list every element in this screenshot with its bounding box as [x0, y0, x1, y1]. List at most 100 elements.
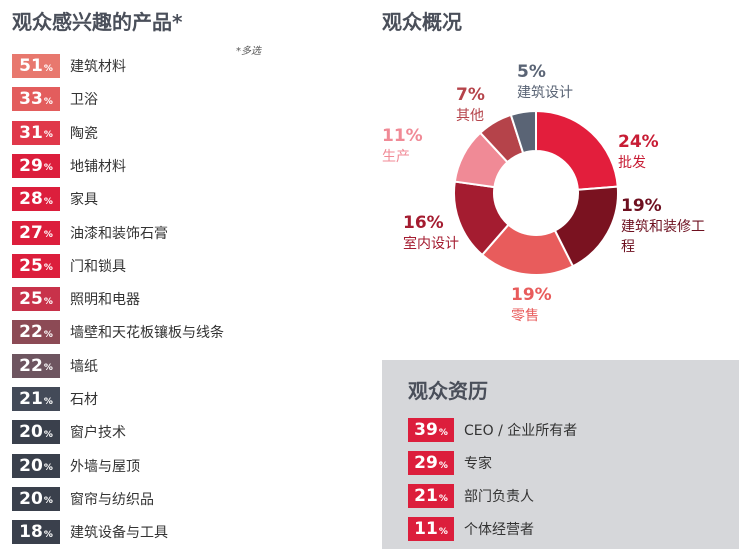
product-percent-value: 27	[19, 222, 43, 243]
percent-sign: %	[43, 496, 53, 507]
donut-label: 16% 室内设计	[403, 213, 459, 253]
donut-label: 24% 批发	[618, 132, 659, 172]
product-label: 照明和电器	[70, 292, 140, 309]
product-label: 石材	[70, 392, 98, 408]
percent-sign: %	[43, 529, 53, 540]
product-label: 建筑设备与工具	[70, 525, 168, 542]
product-percent-badge: 20%	[12, 453, 60, 478]
product-percent-badge: 27%	[12, 220, 60, 245]
donut-label-category: 其他	[456, 108, 484, 124]
product-percent-badge: 18%	[12, 520, 60, 545]
product-percent-value: 31	[19, 122, 43, 143]
product-percent-badge: 33%	[12, 87, 60, 112]
product-row: 20% 外墙与屋顶	[12, 453, 140, 478]
product-percent-value: 28	[19, 189, 43, 210]
audience-donut-chart	[453, 109, 619, 276]
percent-sign: %	[43, 63, 53, 74]
donut-label-value: 19%	[511, 285, 552, 305]
donut-slice	[509, 109, 537, 155]
product-label: 卫浴	[70, 92, 98, 109]
percent-sign: %	[43, 163, 53, 174]
seniority-percent-value: 29	[414, 453, 438, 473]
product-percent-value: 22	[19, 322, 43, 343]
product-row: 51% 建筑材料	[12, 54, 126, 78]
seniority-row: 21% 部门负责人	[408, 484, 534, 508]
product-percent-badge: 20%	[12, 420, 60, 445]
product-percent-value: 20	[19, 488, 43, 509]
product-label: 墙壁和天花板镶板与线条	[70, 325, 224, 342]
product-row: 33% 卫浴	[12, 87, 98, 112]
seniority-panel: 观众资历 39% CEO / 企业所有者 29% 专家 21% 部门负责人 11% 个体经营者	[382, 360, 739, 549]
product-row: 20% 窗户技术	[12, 420, 126, 445]
percent-sign: %	[43, 230, 53, 240]
product-percent-badge: 28%	[12, 187, 60, 212]
products-title: 观众感兴趣的产品*	[12, 10, 183, 34]
product-row: 29% 地铺材料	[12, 153, 126, 178]
multi-select-note: *多选	[236, 46, 261, 57]
product-row: 27% 油漆和装饰石膏	[12, 220, 168, 245]
product-row: 20% 窗帘与纺织品	[12, 486, 154, 511]
product-percent-badge: 25%	[12, 253, 60, 278]
percent-sign: %	[43, 296, 53, 307]
product-label: 建筑材料	[70, 59, 126, 75]
product-percent-value: 18	[19, 522, 43, 543]
donut-label-category: 生产	[382, 149, 410, 165]
percent-sign: %	[43, 429, 53, 440]
percent-sign: %	[43, 329, 53, 340]
product-percent-badge: 51%	[12, 54, 60, 78]
seniority-percent-badge: 21%	[408, 484, 454, 508]
donut-label-category: 室内设计	[403, 236, 459, 252]
product-label: 墙纸	[70, 358, 98, 375]
seniority-title: 观众资历	[408, 379, 488, 403]
product-row: 31% 陶瓷	[12, 120, 98, 145]
donut-slice	[535, 109, 619, 191]
donut-label-category: 批发	[618, 155, 646, 171]
product-row: 22% 墙纸	[12, 353, 98, 378]
product-percent-badge: 22%	[12, 353, 60, 378]
donut-label-value: 19%	[621, 196, 662, 216]
percent-sign: %	[43, 263, 53, 274]
percent-sign: %	[438, 460, 448, 471]
product-percent-value: 25	[19, 255, 43, 276]
product-label: 窗户技术	[70, 425, 126, 442]
product-label: 地铺材料	[70, 158, 126, 175]
donut-label-value: 11%	[382, 126, 423, 146]
product-percent-value: 51	[19, 56, 43, 76]
donut-label: 7% 其他	[456, 85, 485, 125]
product-label: 门和锁具	[70, 258, 126, 275]
donut-label: 19% 建筑和装修工程	[621, 196, 717, 256]
seniority-percent-value: 11	[414, 519, 438, 539]
donut-label-value: 5%	[517, 62, 546, 82]
donut-label-category: 建筑和装修工程	[621, 219, 705, 255]
seniority-percent-badge: 11%	[408, 517, 454, 541]
product-label: 外墙与屋顶	[70, 458, 140, 475]
donut-label: 11% 生产	[382, 126, 423, 166]
product-percent-value: 21	[19, 389, 43, 409]
donut-label-value: 7%	[456, 85, 485, 105]
product-row: 22% 墙壁和天花板镶板与线条	[12, 320, 224, 345]
seniority-label: 专家	[464, 456, 492, 472]
seniority-label: CEO / 企业所有者	[464, 423, 578, 439]
donut-label: 5% 建筑设计	[517, 62, 573, 102]
product-label: 陶瓷	[70, 125, 98, 142]
product-label: 油漆和装饰石膏	[70, 225, 168, 242]
product-percent-badge: 25%	[12, 287, 60, 312]
seniority-percent-badge: 29%	[408, 451, 454, 475]
percent-sign: %	[43, 196, 53, 207]
product-percent-badge: 21%	[12, 387, 60, 411]
product-label: 家具	[70, 192, 98, 209]
product-percent-badge: 31%	[12, 120, 60, 145]
seniority-percent-value: 21	[414, 486, 438, 506]
percent-sign: %	[438, 526, 448, 537]
percent-sign: %	[438, 493, 448, 504]
product-percent-value: 20	[19, 422, 43, 443]
product-percent-value: 29	[19, 155, 43, 176]
product-percent-value: 33	[19, 89, 43, 110]
percent-sign: %	[43, 396, 53, 407]
product-percent-value: 25	[19, 289, 43, 310]
product-row: 25% 门和锁具	[12, 253, 126, 278]
percent-sign: %	[438, 427, 448, 438]
product-row: 18% 建筑设备与工具	[12, 520, 168, 545]
seniority-row: 39% CEO / 企业所有者	[408, 418, 577, 442]
donut-label: 19% 零售	[511, 285, 552, 325]
